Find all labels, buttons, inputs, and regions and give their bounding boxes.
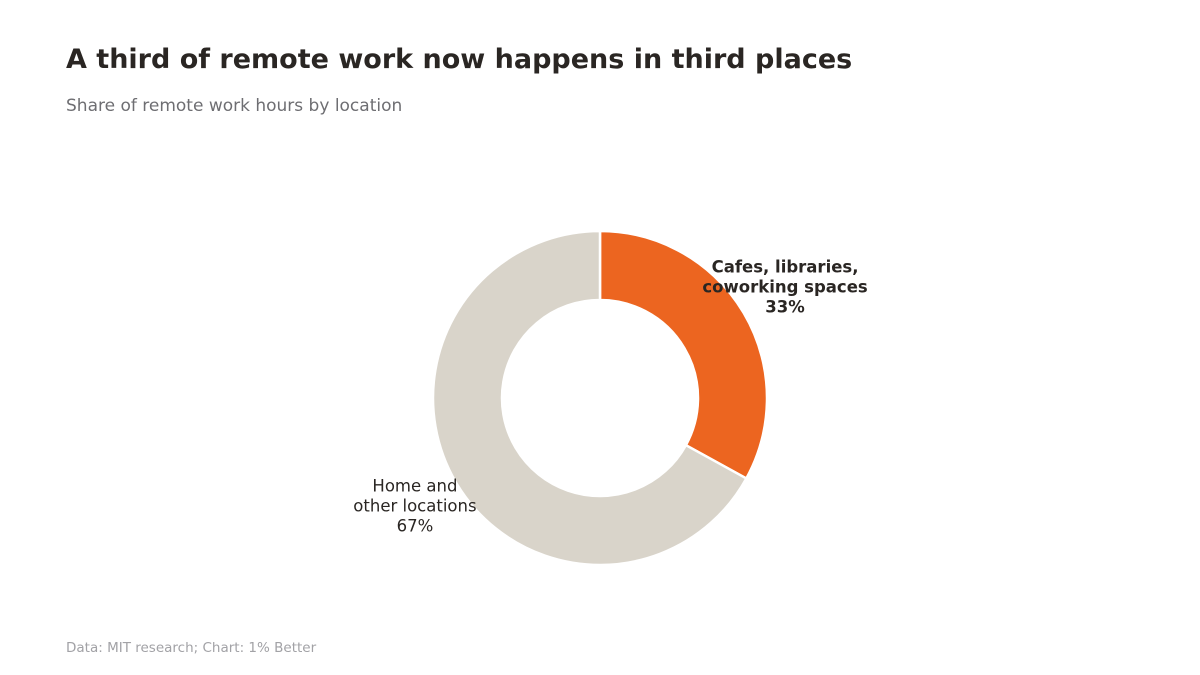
slice-label: Cafes, libraries, coworking spaces bbox=[702, 258, 868, 297]
value-label: 67% bbox=[397, 516, 434, 535]
donut-slice bbox=[598, 229, 769, 481]
chart-subtitle: Share of remote work hours by location bbox=[66, 96, 402, 116]
value-label: 33% bbox=[765, 298, 805, 317]
source-note: Data: MIT research; Chart: 1% Better bbox=[66, 640, 317, 656]
chart-title: A third of remote work now happens in th… bbox=[66, 44, 852, 75]
donut-slice bbox=[431, 229, 749, 567]
slice-label: Home and other locations bbox=[353, 476, 476, 515]
